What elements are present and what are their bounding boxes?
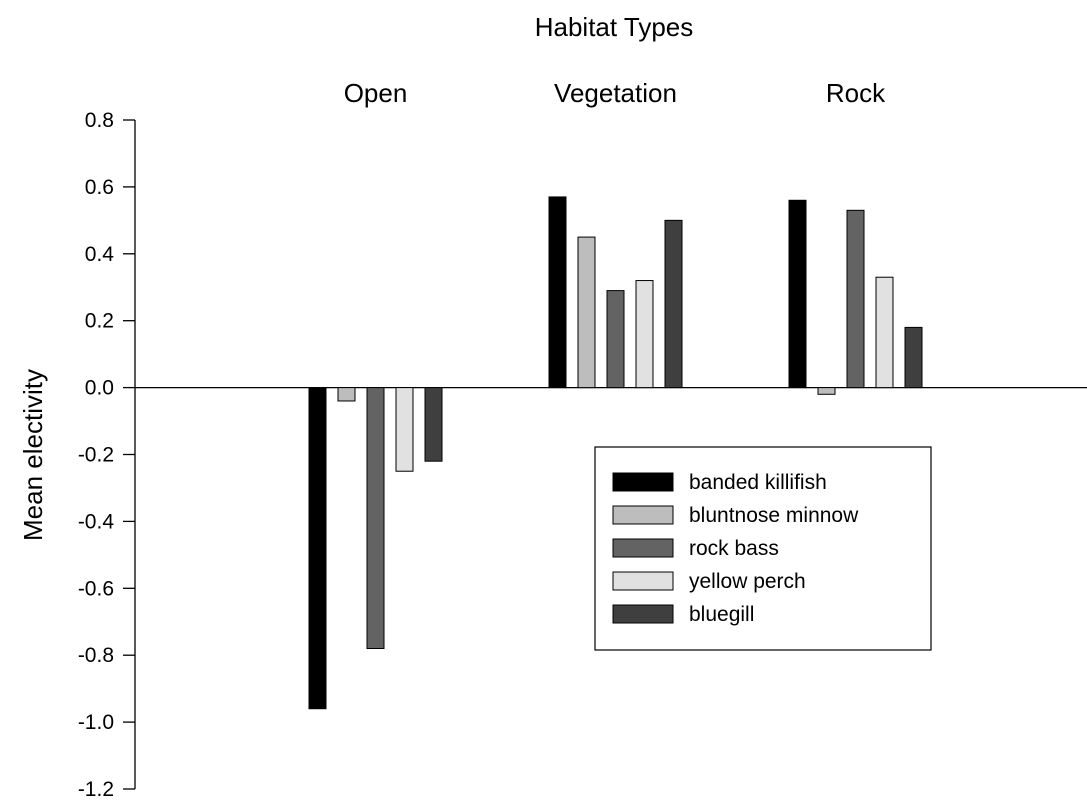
- bar-rock-bass-open: [366, 387, 385, 650]
- bar-rock-bass-vegetation: [606, 290, 625, 389]
- y-tick-label: 0.2: [85, 310, 114, 333]
- y-tick-label: -1.0: [78, 711, 114, 734]
- group-label-rock: Rock: [826, 78, 886, 108]
- bar-rock-bass-rock: [846, 209, 865, 389]
- bar-yellow-perch-open: [395, 387, 414, 472]
- legend-label: bluntnose minnow: [689, 504, 859, 527]
- bar-yellow-perch-rock: [875, 276, 894, 389]
- legend-swatch: [612, 505, 674, 525]
- legend-label: yellow perch: [689, 570, 806, 593]
- group-labels: Open Vegetation Rock: [344, 78, 886, 108]
- bar-bluegill-vegetation: [664, 219, 683, 389]
- group-label-vegetation: Vegetation: [554, 78, 677, 108]
- y-tick-label: -0.6: [78, 577, 114, 600]
- bar-bluegill-open: [424, 387, 443, 462]
- legend-label: bluegill: [689, 603, 754, 626]
- bar-yellow-perch-vegetation: [635, 280, 654, 389]
- y-tick-label: 0.0: [85, 377, 114, 400]
- bar-bluegill-rock: [904, 326, 923, 389]
- y-tick-label: -1.2: [78, 778, 114, 801]
- legend-label: rock bass: [689, 537, 779, 560]
- y-tick-label: -0.8: [78, 644, 114, 667]
- group-label-open: Open: [344, 78, 408, 108]
- y-tick-label: 0.8: [85, 109, 114, 132]
- y-axis: 0.8 0.6 0.4 0.2 0.0 -0.2 -0.4 -0.6 -0.8 -1.0 -1.2: [78, 109, 136, 801]
- chart-title: Habitat Types: [535, 12, 694, 42]
- y-tick-label: 0.6: [85, 176, 114, 199]
- bar-banded-killifish-vegetation: [548, 196, 567, 389]
- legend-swatch: [612, 472, 674, 492]
- legend-swatch: [612, 571, 674, 591]
- y-tick-label: -0.2: [78, 444, 114, 467]
- legend-swatch: [612, 604, 674, 624]
- bar-bluntnose-minnow-open: [337, 387, 356, 402]
- y-tick-label: -0.4: [78, 510, 115, 533]
- bars: [308, 196, 923, 710]
- y-tick-label: 0.4: [85, 243, 115, 266]
- legend-label: banded killifish: [689, 471, 827, 494]
- bar-bluntnose-minnow-rock: [817, 387, 836, 395]
- bar-banded-killifish-open: [308, 387, 327, 710]
- legend-swatch: [612, 538, 674, 558]
- y-axis-label: Mean electivity: [18, 369, 48, 541]
- bar-bluntnose-minnow-vegetation: [577, 236, 596, 389]
- bar-banded-killifish-rock: [788, 199, 807, 389]
- legend: banded killifish bluntnose minnow rock bas…: [594, 446, 932, 651]
